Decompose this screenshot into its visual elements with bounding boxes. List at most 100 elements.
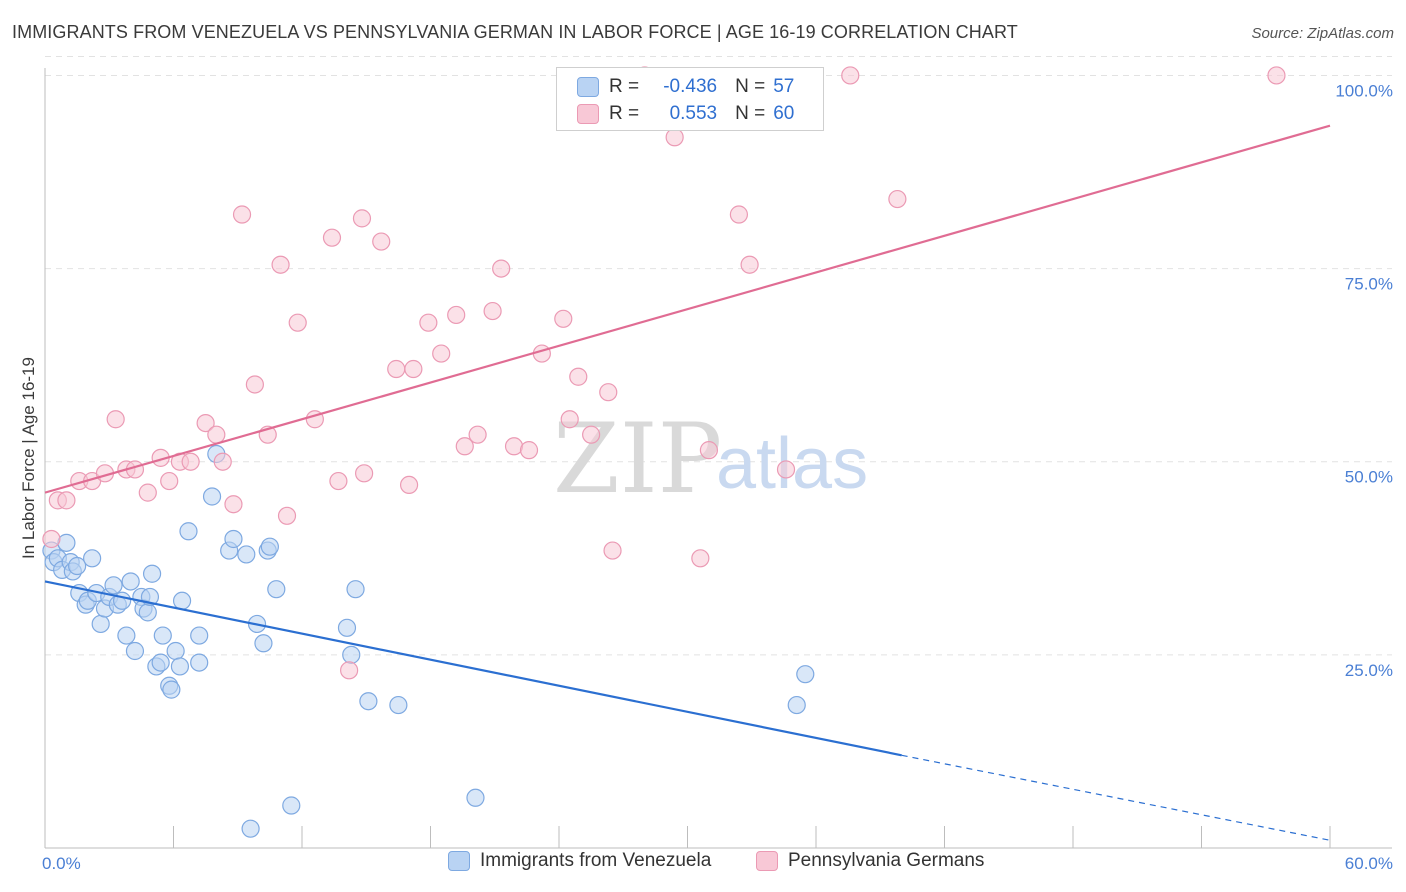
point-pennsylvania-german bbox=[42, 529, 61, 549]
point-venezuela bbox=[166, 641, 185, 661]
point-pennsylvania-german bbox=[181, 452, 200, 471]
stats-r-label: R = bbox=[609, 76, 640, 97]
point-venezuela bbox=[138, 603, 157, 622]
trend-line-pennsylvania-german bbox=[44, 124, 1331, 494]
point-pennsylvania-german bbox=[224, 495, 243, 514]
point-pennsylvania-german bbox=[213, 452, 232, 471]
stats-box: R = -0.436 N = 57 R = 0.553 N = 60 bbox=[556, 67, 824, 131]
point-pennsylvania-german bbox=[399, 475, 419, 495]
point-venezuela bbox=[104, 576, 123, 595]
point-pennsylvania-german bbox=[372, 232, 391, 251]
point-venezuela bbox=[796, 665, 815, 684]
point-venezuela bbox=[57, 533, 76, 552]
x-tick-label: 60.0% bbox=[1345, 854, 1393, 873]
point-venezuela bbox=[260, 537, 279, 556]
point-pennsylvania-german bbox=[504, 437, 524, 456]
legend-swatch-pink bbox=[756, 851, 778, 871]
point-pennsylvania-german bbox=[455, 437, 474, 456]
point-pennsylvania-german bbox=[432, 344, 451, 363]
point-venezuela bbox=[142, 564, 162, 583]
point-venezuela bbox=[389, 695, 408, 715]
stats-swatch-pink bbox=[577, 104, 599, 124]
point-pennsylvania-german bbox=[691, 549, 710, 568]
trend-line-venezuela-extrapolated bbox=[901, 754, 1331, 841]
point-pennsylvania-german bbox=[207, 425, 226, 444]
legend-item-pennsylvania-germans[interactable]: Pennsylvania Germans bbox=[756, 850, 984, 872]
stats-r-value: 0.553 bbox=[669, 103, 718, 124]
point-venezuela bbox=[224, 529, 243, 549]
chart-title: IMMIGRANTS FROM VENEZUELA VS PENNSYLVANI… bbox=[12, 22, 1018, 42]
point-venezuela bbox=[359, 692, 378, 711]
point-venezuela bbox=[153, 626, 172, 645]
x-tick-label: 0.0% bbox=[42, 854, 81, 873]
point-venezuela bbox=[190, 653, 209, 672]
point-venezuela bbox=[241, 819, 260, 838]
y-tick-label: 100.0% bbox=[1335, 81, 1393, 100]
point-pennsylvania-german bbox=[554, 309, 573, 328]
point-venezuela bbox=[237, 545, 256, 564]
y-tick-label: 50.0% bbox=[1345, 468, 1393, 487]
point-venezuela bbox=[282, 796, 301, 815]
y-axis-label: In Labor Force | Age 16-19 bbox=[19, 357, 38, 559]
point-pennsylvania-german bbox=[729, 205, 749, 224]
point-pennsylvania-german bbox=[355, 464, 374, 483]
point-pennsylvania-german bbox=[329, 471, 348, 491]
point-pennsylvania-german bbox=[841, 66, 860, 85]
point-venezuela bbox=[172, 591, 192, 610]
point-venezuela bbox=[151, 653, 170, 672]
point-pennsylvania-german bbox=[888, 189, 907, 209]
point-pennsylvania-german bbox=[106, 410, 125, 429]
stats-r-label: R = bbox=[609, 103, 640, 124]
point-pennsylvania-german bbox=[57, 491, 76, 510]
point-venezuela bbox=[466, 788, 485, 807]
point-venezuela bbox=[125, 641, 145, 661]
legend-item-venezuela[interactable]: Immigrants from Venezuela bbox=[448, 850, 711, 872]
point-venezuela bbox=[68, 556, 87, 576]
point-pennsylvania-german bbox=[387, 359, 406, 379]
point-venezuela bbox=[121, 572, 140, 591]
point-pennsylvania-german bbox=[699, 441, 719, 460]
stats-r-value: -0.436 bbox=[663, 76, 718, 97]
stats-swatch-blue bbox=[577, 77, 599, 97]
stats-row-pink: R = 0.553 N = 60 bbox=[577, 100, 794, 128]
point-venezuela bbox=[337, 618, 357, 637]
stats-n-value: 57 bbox=[773, 76, 795, 97]
stats-n-label: N = bbox=[735, 103, 766, 124]
point-pennsylvania-german bbox=[404, 359, 423, 379]
point-venezuela bbox=[117, 626, 136, 645]
point-pennsylvania-german bbox=[277, 506, 297, 525]
point-pennsylvania-german bbox=[492, 259, 511, 278]
point-pennsylvania-german bbox=[519, 441, 539, 460]
stats-n-label: N = bbox=[735, 76, 766, 97]
watermark-zip: ZIP bbox=[553, 403, 722, 515]
point-pennsylvania-german bbox=[245, 375, 264, 394]
legend-label: Immigrants from Venezuela bbox=[480, 850, 712, 871]
point-pennsylvania-german bbox=[468, 425, 487, 444]
point-pennsylvania-german bbox=[665, 128, 684, 147]
chart-source: Source: ZipAtlas.com bbox=[1251, 25, 1394, 42]
point-pennsylvania-german bbox=[138, 483, 157, 502]
point-pennsylvania-german bbox=[322, 228, 342, 247]
grid-layer bbox=[45, 55, 1392, 656]
point-pennsylvania-german bbox=[288, 313, 307, 332]
point-venezuela bbox=[342, 645, 361, 664]
point-pennsylvania-german bbox=[340, 661, 359, 680]
point-pennsylvania-german bbox=[560, 410, 579, 429]
point-pennsylvania-german bbox=[160, 471, 179, 491]
point-venezuela bbox=[267, 580, 286, 599]
point-pennsylvania-german bbox=[603, 541, 622, 560]
point-pennsylvania-german bbox=[582, 425, 601, 444]
point-venezuela bbox=[91, 614, 110, 634]
point-venezuela bbox=[83, 549, 102, 568]
point-venezuela bbox=[170, 657, 190, 676]
point-venezuela bbox=[179, 522, 198, 541]
point-venezuela bbox=[202, 487, 222, 506]
point-pennsylvania-german bbox=[352, 209, 372, 228]
point-venezuela bbox=[254, 634, 273, 653]
point-pennsylvania-german bbox=[196, 413, 215, 433]
y-tick-label: 25.0% bbox=[1345, 661, 1393, 680]
point-venezuela bbox=[190, 626, 209, 645]
legend-label: Pennsylvania Germans bbox=[788, 850, 985, 871]
point-pennsylvania-german bbox=[447, 305, 466, 325]
point-pennsylvania-german bbox=[483, 301, 502, 321]
